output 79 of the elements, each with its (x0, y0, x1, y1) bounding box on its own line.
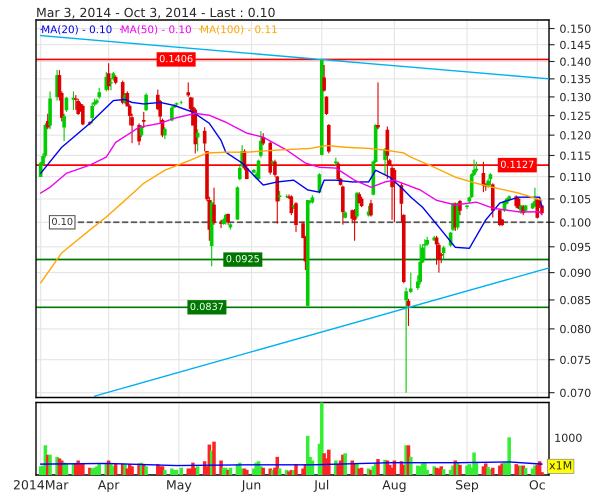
bar (97, 464, 102, 475)
y-tick-label: 0.115 (560, 151, 590, 160)
text: x1M (549, 461, 572, 470)
candlestick (516, 197, 520, 210)
candlestick (97, 87, 102, 100)
bar (179, 468, 183, 475)
candlestick (163, 126, 167, 140)
legend-label: MA(50) - 0.10 (122, 25, 191, 34)
y-tick-label: 0.150 (560, 24, 590, 33)
bar (376, 459, 380, 475)
bar (278, 468, 282, 475)
candlestick (322, 64, 326, 92)
bar (245, 470, 249, 475)
y-tick-label: 0.130 (560, 92, 590, 102)
candlestick (376, 82, 380, 130)
line-series (40, 144, 543, 284)
bar (442, 469, 446, 475)
candlestick (90, 102, 94, 124)
x-tick-label: Apr (98, 480, 120, 492)
candlestick (212, 187, 216, 226)
y-tick-label: 0.080 (560, 324, 590, 334)
candlestick (406, 298, 410, 326)
x-tick-label: 2014Mar (14, 480, 68, 490)
y-tick-label: 0.105 (560, 194, 590, 204)
candlestick (179, 100, 184, 105)
ref-line-label: 0.1406 (160, 54, 193, 62)
y-tick-label: 0.125 (560, 112, 590, 120)
chart-title: Mar 3, 2014 - Oct 3, 2014 - Last : 0.10 (37, 8, 275, 18)
candlestick (324, 96, 328, 116)
ref-line-label: 0.0925 (226, 254, 259, 262)
candlestick (62, 113, 66, 142)
ref-line-label: 0.10 (52, 218, 72, 226)
candlestick (196, 128, 200, 152)
y-tick-label: 0.145 (560, 40, 590, 50)
candlestick (318, 172, 322, 194)
x-tick-label: Aug (382, 480, 406, 492)
legend-label: MA(20) - 0.10 (42, 25, 112, 34)
legend-label: MA(100) - 0.11 (201, 25, 277, 34)
y-tick-label: 0.090 (560, 268, 590, 277)
x-tick-label: Jul (314, 480, 328, 492)
bar (491, 468, 495, 475)
y-tick-label: 0.135 (560, 74, 590, 84)
ref-line-label: 0.1127 (500, 160, 534, 168)
x-tick-label: Jun (241, 480, 260, 492)
candlestick (186, 82, 190, 98)
bar (524, 468, 528, 475)
candlestick (488, 172, 492, 186)
bar (81, 463, 85, 475)
bar (130, 466, 134, 475)
candlestick (64, 96, 68, 112)
x-tick-label: Sep (456, 480, 478, 492)
y-tick-label: 0.110 (560, 172, 590, 182)
candlestick (360, 196, 364, 208)
candlestick (278, 190, 282, 202)
y-tick-label: 0.075 (560, 356, 590, 364)
ref-line-label: 0.0837 (190, 302, 224, 310)
y-tick-label: 0.095 (560, 242, 590, 252)
bar (507, 437, 511, 475)
candlestick (144, 92, 148, 112)
candlestick (142, 111, 146, 129)
y-tick-label: 0.140 (560, 57, 590, 66)
text: 1000 (555, 434, 582, 442)
bar (144, 466, 148, 475)
bar (458, 464, 462, 475)
y-tick-label: 0.085 (560, 296, 590, 304)
candlestick (474, 161, 478, 173)
x-tick-label: Oc (530, 480, 545, 490)
candlestick (140, 124, 144, 138)
y-tick-label: 0.100 (560, 218, 590, 227)
candlestick (369, 199, 373, 218)
bar (163, 470, 167, 475)
bar (64, 463, 68, 475)
y-tick-label: 0.070 (560, 388, 590, 398)
candlestick (458, 199, 462, 216)
y-tick-label: 0.120 (560, 131, 590, 140)
bar (48, 454, 52, 475)
candlestick (442, 245, 446, 260)
x-tick-label: May (167, 480, 192, 492)
candlestick (423, 238, 427, 260)
